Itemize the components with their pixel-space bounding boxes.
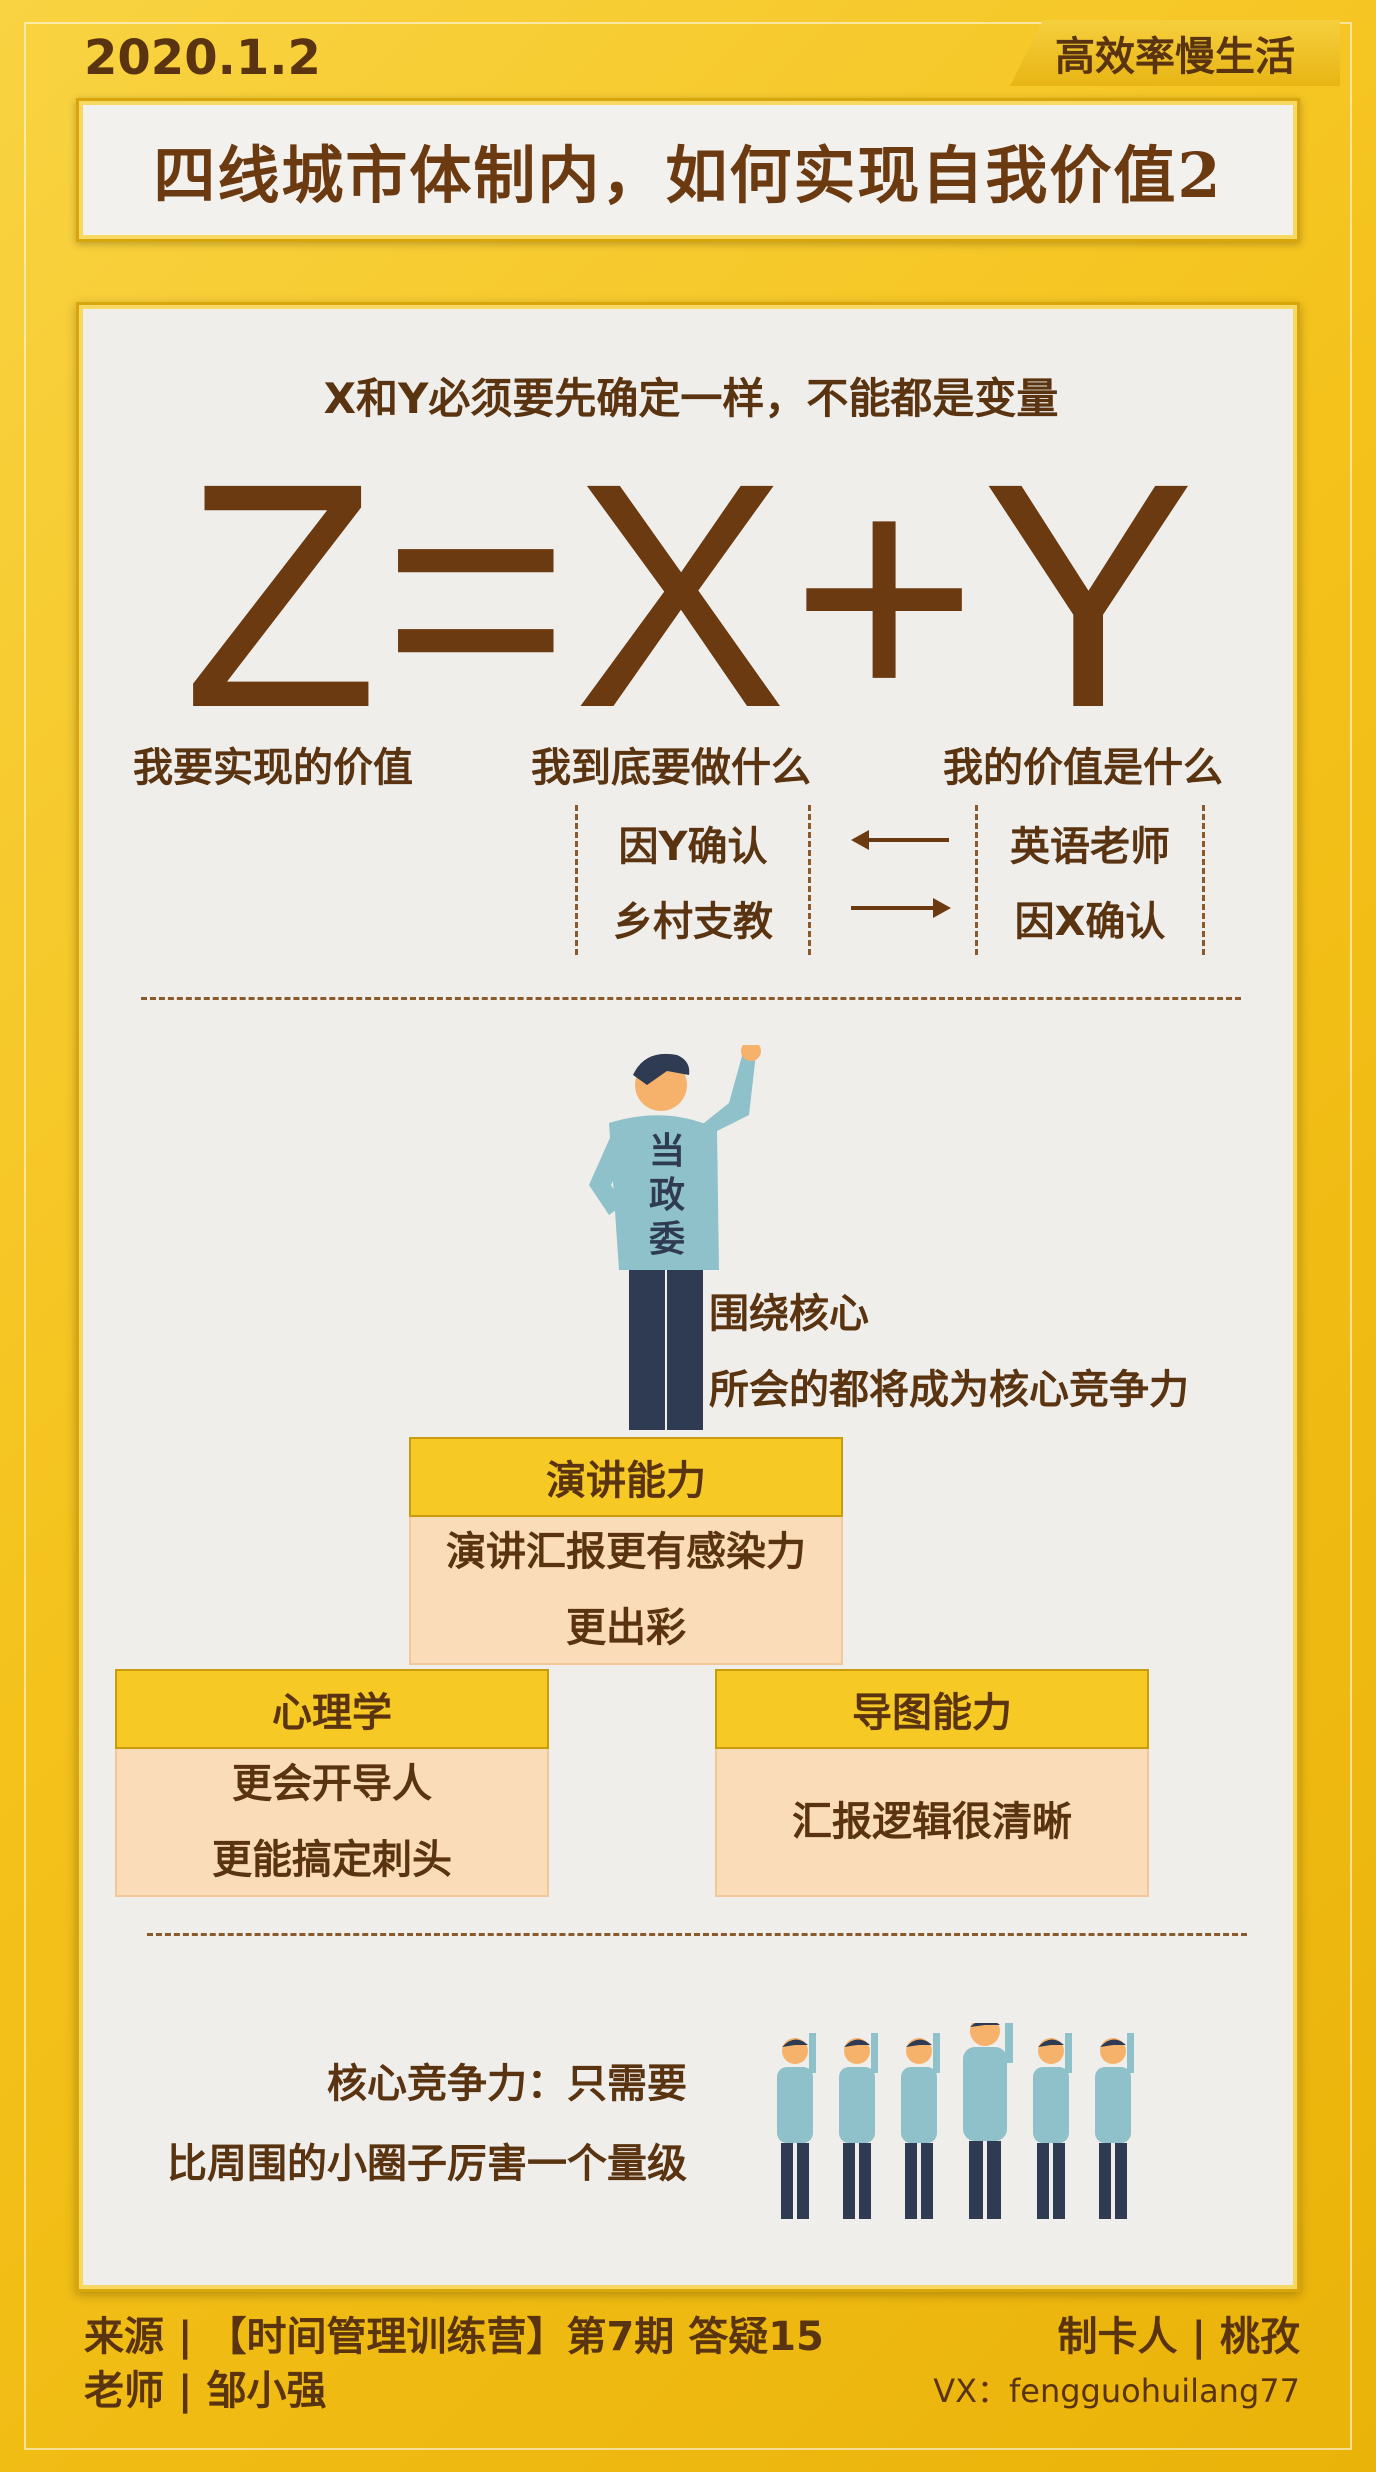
card-mindmap-line1: 汇报逻辑很清晰 xyxy=(792,1799,1072,1845)
card-mindmap-body: 汇报逻辑很清晰 xyxy=(715,1749,1149,1897)
y-item: 因X确认 xyxy=(1014,898,1166,945)
x-item: 乡村支教 xyxy=(613,898,773,945)
formula-subtitle: X和Y必须要先确定一样，不能都是变量 xyxy=(323,374,1059,423)
label-x: 我到底要做什么 xyxy=(531,745,811,791)
date-label: 2020.1.2 xyxy=(84,30,321,86)
footer-vx: VX：fengguohuilang77 xyxy=(933,2372,1300,2410)
figure-text-2: 政 xyxy=(649,1175,685,1216)
figure-text-1: 当 xyxy=(649,1131,685,1172)
competitiveness-line1: 核心竞争力：只需要 xyxy=(327,2061,687,2107)
card-speech-line2: 更出彩 xyxy=(566,1605,686,1651)
card-psychology-line2: 更能搞定刺头 xyxy=(212,1837,452,1883)
formula-equation: Z=X+Y xyxy=(182,416,1200,774)
group-of-people-icon xyxy=(777,2023,1134,2219)
footer-teacher: 老师 | 邹小强 xyxy=(84,2368,327,2414)
person-raising-hand-icon: 当 政 委 xyxy=(589,1045,761,1430)
competitiveness-line2: 比周围的小圈子厉害一个量级 xyxy=(167,2141,687,2187)
arrow-right-icon xyxy=(851,893,951,923)
divider-bottom xyxy=(147,1933,1247,1936)
brand-tab: 高效率慢生活 xyxy=(1010,20,1340,86)
main-panel: X和Y必须要先确定一样，不能都是变量 Z=X+Y 我要实现的价值 我到底要做什么… xyxy=(76,302,1300,2292)
arrow-left-icon xyxy=(851,825,951,855)
x-options-box: 因Y确认 乡村支教 xyxy=(575,805,811,955)
card-mindmap-title: 导图能力 xyxy=(715,1669,1149,1749)
card-psychology-line1: 更会开导人 xyxy=(232,1761,432,1807)
card-speech-body: 演讲汇报更有感染力 更出彩 xyxy=(409,1517,843,1665)
x-item: 因Y确认 xyxy=(618,823,768,870)
y-item: 英语老师 xyxy=(1010,823,1170,870)
footer-maker: 制卡人 | 桃孜 xyxy=(1057,2314,1300,2360)
card-speech-line1: 演讲汇报更有感染力 xyxy=(446,1529,806,1575)
label-y: 我的价值是什么 xyxy=(943,745,1223,791)
page-title: 四线城市体制内，如何实现自我价值2 xyxy=(76,98,1300,242)
core-caption-2: 所会的都将成为核心竞争力 xyxy=(709,1367,1189,1413)
core-caption-1: 围绕核心 xyxy=(709,1291,869,1337)
divider-top xyxy=(141,997,1241,1000)
label-z: 我要实现的价值 xyxy=(133,745,413,791)
figure-text-3: 委 xyxy=(649,1219,685,1260)
card-speech-title: 演讲能力 xyxy=(409,1437,843,1517)
card-psychology-body: 更会开导人 更能搞定刺头 xyxy=(115,1749,549,1897)
footer-source: 来源 | 【时间管理训练营】第7期 答疑15 xyxy=(84,2314,824,2360)
y-options-box: 英语老师 因X确认 xyxy=(975,805,1205,955)
card-psychology-title: 心理学 xyxy=(115,1669,549,1749)
